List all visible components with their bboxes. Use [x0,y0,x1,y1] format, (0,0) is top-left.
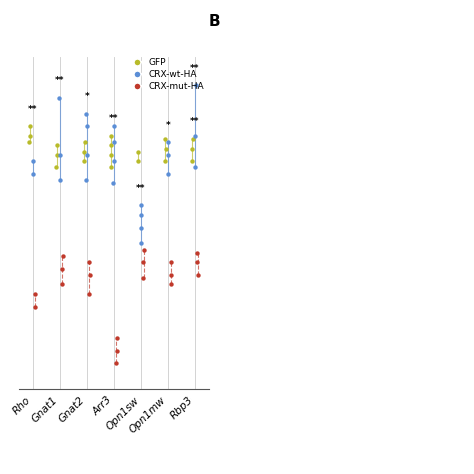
Point [167,271,174,279]
Point [140,246,147,254]
Point [56,176,64,184]
Point [167,281,174,288]
Point [112,360,120,367]
Point [86,271,94,279]
Point [162,145,170,152]
Point [29,157,37,165]
Point [82,110,90,118]
Point [194,249,201,256]
Text: *: * [84,92,89,101]
Point [83,151,91,159]
Point [113,347,121,355]
Point [27,132,34,140]
Point [167,258,174,266]
Point [135,148,142,155]
Point [110,123,118,130]
Point [192,82,200,89]
Point [26,123,34,130]
Point [80,148,88,155]
Point [164,151,172,159]
Point [107,132,115,140]
Point [191,164,199,171]
Point [107,164,115,171]
Point [191,132,199,140]
Text: **: ** [136,184,146,193]
Point [82,176,90,184]
Point [161,157,169,165]
Point [85,258,93,266]
Point [109,180,117,187]
Text: **: ** [27,105,37,114]
Point [31,303,39,310]
Point [139,274,147,282]
Point [58,281,65,288]
Point [108,142,115,149]
Point [80,157,87,165]
Legend: GFP, CRX-wt-HA, CRX-mut-HA: GFP, CRX-wt-HA, CRX-mut-HA [124,55,208,94]
Point [164,138,172,146]
Point [81,138,88,146]
Text: **: ** [190,64,200,73]
Point [56,151,64,159]
Point [53,142,61,149]
Point [137,239,145,247]
Point [59,252,67,260]
Text: **: ** [55,76,64,85]
Point [29,170,36,178]
Point [137,201,145,209]
Text: *: * [165,120,170,129]
Point [110,157,118,165]
Point [164,170,172,178]
Point [140,258,147,266]
Point [83,123,91,130]
Point [31,290,39,298]
Point [26,138,33,146]
Point [53,164,60,171]
Point [137,224,145,231]
Point [161,135,169,143]
Point [137,211,145,219]
Point [189,135,196,143]
Point [194,271,202,279]
Point [58,265,66,273]
Point [55,94,63,102]
Point [134,157,142,165]
Point [53,151,60,159]
Text: **: ** [190,118,200,127]
Point [86,290,93,298]
Point [113,334,120,342]
Point [193,258,201,266]
Point [188,145,196,152]
Point [188,157,195,165]
Text: **: ** [109,114,118,123]
Text: B: B [209,14,220,29]
Point [110,138,118,146]
Point [108,151,115,159]
